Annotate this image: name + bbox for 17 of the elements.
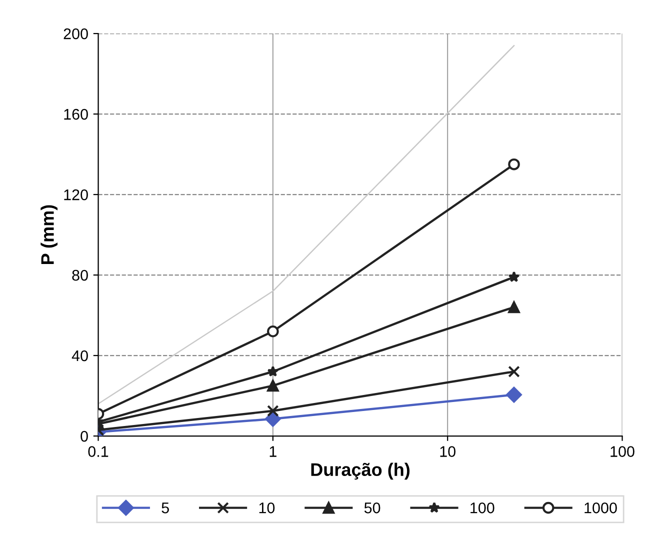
y-tick-label: 80 — [72, 270, 88, 281]
x-tick-label: 10 — [440, 446, 456, 457]
x-tick-label: 0.1 — [88, 446, 108, 457]
y-axis-title: P (mm) — [40, 205, 58, 264]
legend-label: 10 — [259, 502, 275, 514]
x-tick-label: 100 — [610, 446, 634, 457]
x-axis-title: Duração (h) — [311, 462, 410, 480]
y-tick-label: 40 — [72, 350, 88, 362]
y-tick-label: 120 — [64, 189, 88, 200]
x-tick-label: 1 — [270, 446, 276, 457]
legend-label: 5 — [162, 502, 169, 514]
y-tick-label: 160 — [64, 108, 88, 120]
y-tick-label: 200 — [64, 28, 88, 40]
legend-label: 50 — [364, 502, 380, 514]
legend-label: 1000 — [584, 502, 617, 514]
legend-label: 100 — [470, 502, 494, 514]
y-tick-label: 0 — [80, 430, 88, 442]
